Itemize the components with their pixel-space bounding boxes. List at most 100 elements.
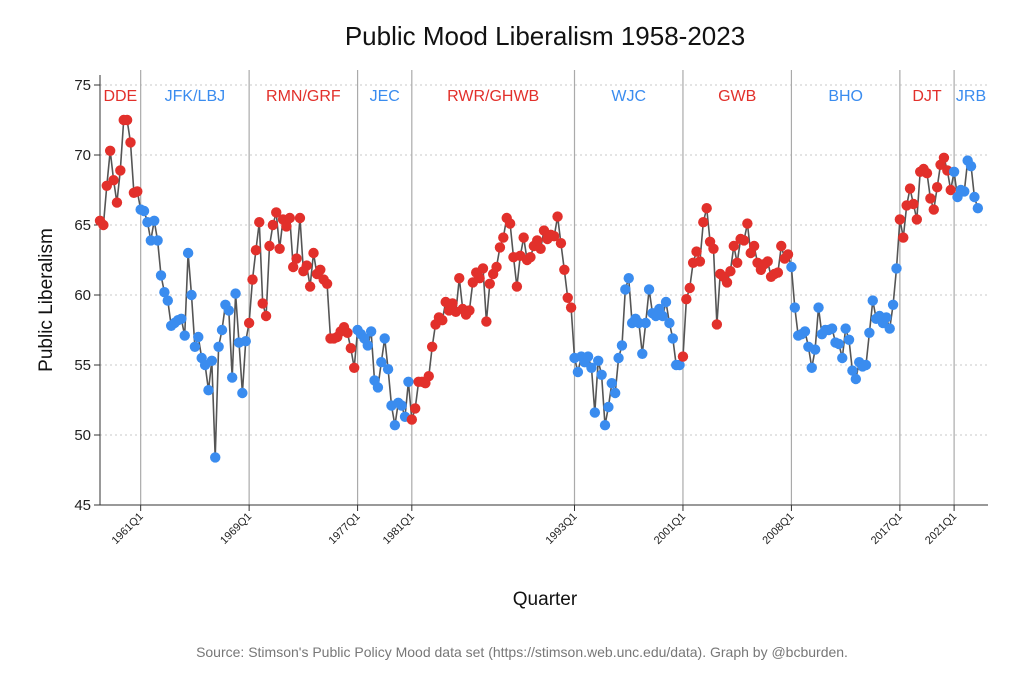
data-point-204 (786, 261, 797, 273)
data-point-233 (884, 323, 895, 334)
data-point-155 (620, 284, 631, 295)
data-point-172 (677, 351, 689, 362)
x-tick-label-1981Q1: 1981Q1 (381, 511, 417, 547)
data-point-203 (782, 249, 794, 260)
data-point-33 (206, 355, 218, 366)
data-point-174 (684, 282, 695, 294)
data-point-188 (731, 257, 743, 268)
data-point-255 (959, 186, 970, 197)
data-point-43 (240, 336, 251, 347)
data-point-115 (484, 278, 495, 289)
data-point-39 (226, 372, 238, 383)
series-line (99, 119, 979, 458)
data-point-84 (379, 333, 390, 344)
data-point-252 (948, 166, 960, 177)
data-point-75 (348, 362, 360, 373)
x-tick-label-1993Q1: 1993Q1 (543, 511, 579, 547)
x-tick-label-1961Q1: 1961Q1 (110, 511, 146, 547)
data-point-239 (904, 183, 916, 194)
admin-label-rwr-ghwb: RWR/GHWB (447, 88, 539, 105)
data-point-101 (437, 315, 448, 326)
data-point-138 (562, 292, 573, 303)
data-point-187 (728, 240, 740, 252)
y-tick-label-45: 45 (74, 497, 91, 514)
data-point-244 (921, 168, 933, 179)
data-point-117 (491, 261, 502, 273)
data-point-156 (623, 273, 634, 284)
data-point-190 (738, 235, 750, 246)
data-point-109 (464, 305, 475, 316)
data-point-201 (776, 240, 787, 252)
data-point-36 (216, 324, 228, 336)
data-point-236 (894, 214, 906, 225)
data-point-125 (518, 232, 529, 243)
data-point-221 (843, 334, 855, 345)
admin-label-jfk-lbj: JFK/LBJ (165, 88, 225, 105)
data-point-168 (664, 317, 675, 329)
data-point-193 (748, 240, 760, 252)
data-point-82 (372, 382, 384, 393)
gridlines (100, 84, 988, 436)
data-point-83 (376, 357, 387, 368)
admin-label-djt: DJT (912, 88, 942, 105)
data-point-219 (837, 352, 848, 364)
x-tick-label-2008Q1: 2008Q1 (760, 511, 796, 547)
data-point-80 (365, 326, 377, 337)
data-point-259 (972, 203, 984, 214)
admin-label-gwb: GWB (718, 88, 756, 105)
data-point-113 (477, 263, 489, 274)
data-point-152 (609, 387, 621, 399)
data-point-63 (308, 247, 319, 259)
data-point-62 (304, 281, 316, 292)
data-point-176 (691, 246, 702, 257)
y-tick-label-75: 75 (74, 77, 91, 94)
data-point-27 (186, 289, 197, 301)
data-point-169 (667, 333, 678, 344)
y-tick-label-65: 65 (74, 217, 91, 234)
data-point-141 (572, 366, 584, 378)
chart-title: Public Mood Liberalism 1958-2023 (345, 21, 745, 51)
mood-line (99, 119, 979, 458)
data-point-35 (213, 341, 224, 352)
data-point-181 (708, 243, 719, 254)
data-point-106 (454, 273, 465, 284)
data-point-182 (711, 319, 723, 330)
data-point-162 (643, 284, 655, 295)
data-point-93 (410, 403, 421, 414)
data-point-145 (586, 362, 597, 373)
data-point-55 (281, 221, 292, 232)
data-point-97 (423, 371, 434, 382)
admin-label-rmn-grf: RMN/GRF (266, 88, 341, 105)
data-point-148 (596, 369, 607, 380)
data-point-92 (406, 414, 418, 425)
data-point-65 (315, 264, 326, 275)
x-tick-label-1977Q1: 1977Q1 (327, 511, 363, 547)
data-point-173 (681, 294, 692, 305)
data-point-9 (125, 137, 136, 148)
admin-label-jrb: JRB (956, 88, 986, 105)
data-point-144 (582, 351, 594, 362)
data-point-150 (603, 401, 614, 413)
data-point-13 (138, 205, 150, 217)
data-point-136 (555, 238, 567, 249)
data-point-47 (254, 217, 265, 228)
data-point-179 (701, 203, 712, 214)
data-point-154 (616, 340, 628, 351)
data-point-166 (657, 310, 668, 322)
x-axis-label: Quarter (513, 589, 578, 610)
data-point-4 (108, 175, 119, 186)
data-point-52 (271, 207, 282, 218)
data-point-121 (504, 218, 516, 229)
data-point-167 (660, 296, 672, 308)
data-point-211 (809, 344, 821, 355)
data-point-112 (474, 273, 485, 284)
data-point-149 (599, 420, 611, 431)
data-point-240 (908, 198, 919, 210)
data-point-16 (149, 215, 160, 226)
data-point-38 (223, 305, 234, 316)
data-point-151 (606, 378, 617, 389)
data-point-226 (860, 359, 872, 371)
data-point-247 (931, 182, 943, 193)
data-point-134 (548, 231, 560, 242)
